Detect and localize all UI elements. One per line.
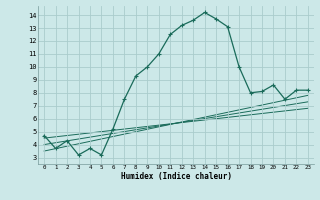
X-axis label: Humidex (Indice chaleur): Humidex (Indice chaleur) bbox=[121, 172, 231, 181]
